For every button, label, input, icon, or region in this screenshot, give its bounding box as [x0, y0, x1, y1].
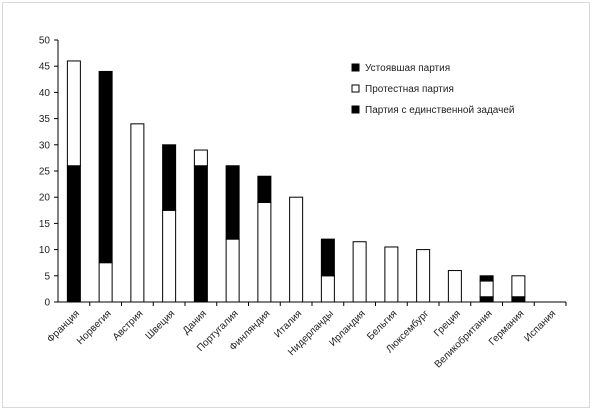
bar-segment [162, 144, 177, 211]
bar-segment [225, 165, 240, 240]
x-axis [58, 301, 567, 306]
y-tick-label: 45 [39, 62, 51, 73]
bar-segment [447, 270, 462, 303]
bar-segment [289, 196, 304, 303]
category-label: Дания [181, 308, 209, 336]
category-label: Норвегия [75, 308, 114, 347]
bar-segment [193, 149, 208, 167]
legend-swatch [351, 63, 360, 72]
bar-segment [479, 275, 494, 282]
bar-segment [193, 165, 208, 303]
bar-segment [66, 165, 81, 303]
bar-segment [479, 280, 494, 298]
bar-segment [511, 275, 526, 298]
category-label: Италия [272, 308, 304, 340]
y-tick-label: 35 [39, 114, 51, 125]
y-tick-label: 10 [39, 245, 51, 256]
legend: Устоявшая партия Протестная партия Партия … [351, 63, 515, 116]
bars [66, 60, 526, 303]
bar-segment [479, 296, 494, 303]
bar-segment [66, 60, 81, 167]
bar-segment [130, 123, 145, 303]
category-label: Греция [432, 308, 463, 339]
category-label: Австрия [111, 308, 146, 343]
y-tick-label: 30 [39, 140, 51, 151]
bar-segment [257, 175, 272, 203]
legend-label: Партия с единственной задачей [365, 105, 515, 116]
bar-segment [416, 249, 431, 303]
y-axis: 0 5 10 15 20 25 30 35 40 45 50 [39, 36, 59, 309]
bar-segment [384, 246, 399, 303]
y-tick-label: 15 [39, 219, 51, 230]
category-label: Испания [522, 308, 558, 344]
bar-segment [162, 209, 177, 303]
category-label: Великобритания [432, 308, 495, 371]
bar-segment [352, 241, 367, 303]
bar-segment [320, 275, 335, 303]
y-tick-label: 50 [39, 36, 51, 47]
legend-label: Устоявшая партия [365, 63, 450, 74]
bar-segment [511, 296, 526, 303]
category-label: Германия [487, 308, 526, 347]
y-tick-label: 25 [39, 167, 51, 178]
bar-segment [320, 238, 335, 277]
y-tick-label: 5 [44, 271, 50, 282]
category-label: Швеция [144, 308, 178, 342]
y-tick-label: 20 [39, 193, 51, 204]
bar-segment [98, 262, 113, 303]
bar-segment [98, 70, 113, 264]
legend-swatch [351, 84, 360, 93]
legend-label: Протестная партия [365, 84, 454, 95]
legend-swatch [351, 105, 360, 114]
y-tick-label: 0 [44, 298, 50, 309]
bar-segment [225, 238, 240, 303]
y-tick-label: 40 [39, 88, 51, 99]
bar-segment [257, 201, 272, 303]
